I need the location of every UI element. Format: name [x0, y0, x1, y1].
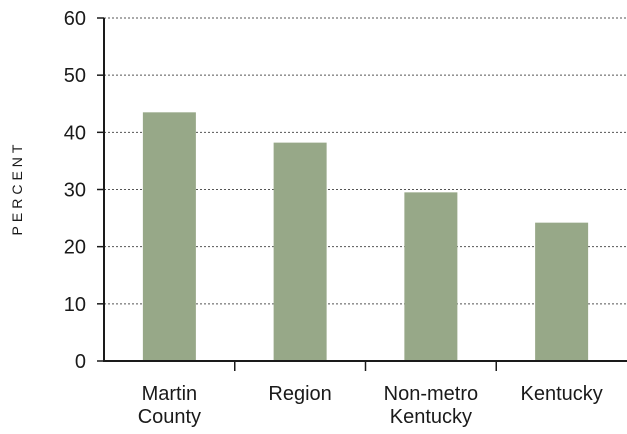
bar [535, 222, 589, 361]
y-tick-label: 0 [75, 351, 86, 373]
y-tick-label: 60 [64, 8, 86, 30]
y-tick-label: 10 [64, 294, 86, 316]
x-category-label: Kentucky [520, 383, 602, 405]
bar [404, 192, 458, 361]
x-category-label: Non-metro Kentucky [384, 383, 478, 428]
y-tick-label: 50 [64, 65, 86, 87]
y-tick-labels: 0 10 20 30 40 50 60 [64, 8, 86, 373]
bar [273, 142, 327, 361]
y-tick-label: 40 [64, 122, 86, 144]
grid-lines [104, 17, 627, 305]
x-category-labels: Martin County Region Non-metro Kentucky Kentu… [138, 383, 603, 428]
y-tick-label: 30 [64, 180, 86, 202]
bars [142, 112, 589, 361]
y-axis-label: PERCENT [9, 141, 25, 236]
x-category-label: Region [268, 383, 331, 405]
y-tick-label: 20 [64, 237, 86, 259]
bar [142, 112, 196, 361]
axes [97, 17, 627, 371]
x-category-label: Martin County [138, 383, 201, 428]
